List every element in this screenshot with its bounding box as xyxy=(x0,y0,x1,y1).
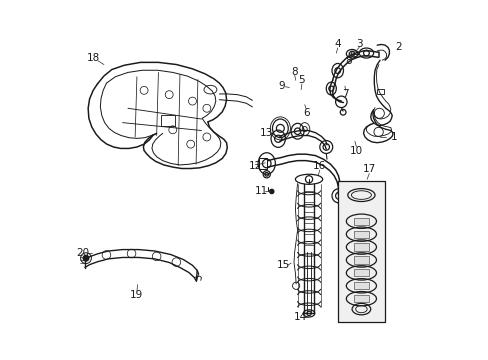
Text: 13: 13 xyxy=(259,129,272,138)
Text: 1: 1 xyxy=(390,132,397,142)
Text: 5: 5 xyxy=(298,75,305,85)
Bar xyxy=(376,89,383,94)
Text: 3: 3 xyxy=(355,39,362,49)
Text: 4: 4 xyxy=(334,40,340,49)
Bar xyxy=(337,181,384,322)
Bar xyxy=(337,181,384,322)
Bar xyxy=(353,269,368,276)
Text: 7: 7 xyxy=(342,89,348,99)
Text: 8: 8 xyxy=(291,67,297,77)
Text: 19: 19 xyxy=(130,291,143,301)
Bar xyxy=(353,282,368,289)
Bar xyxy=(353,218,368,225)
Text: 6: 6 xyxy=(302,108,309,118)
Text: 15: 15 xyxy=(276,260,289,270)
Circle shape xyxy=(269,189,273,194)
Text: 2: 2 xyxy=(395,42,401,52)
Text: 17: 17 xyxy=(362,164,375,174)
Text: 16: 16 xyxy=(312,161,326,171)
Text: 18: 18 xyxy=(87,53,101,63)
Text: 12: 12 xyxy=(248,161,262,171)
Text: 20: 20 xyxy=(77,248,89,258)
Bar xyxy=(353,230,368,238)
Bar xyxy=(258,158,266,169)
Text: 14: 14 xyxy=(293,312,306,322)
Bar xyxy=(353,243,368,251)
Circle shape xyxy=(83,255,89,261)
Bar xyxy=(353,256,368,264)
Text: 8: 8 xyxy=(345,56,351,66)
Bar xyxy=(353,295,368,302)
Bar xyxy=(161,116,175,126)
Text: 11: 11 xyxy=(255,186,268,197)
Text: 10: 10 xyxy=(349,145,362,156)
Text: 9: 9 xyxy=(278,81,285,91)
